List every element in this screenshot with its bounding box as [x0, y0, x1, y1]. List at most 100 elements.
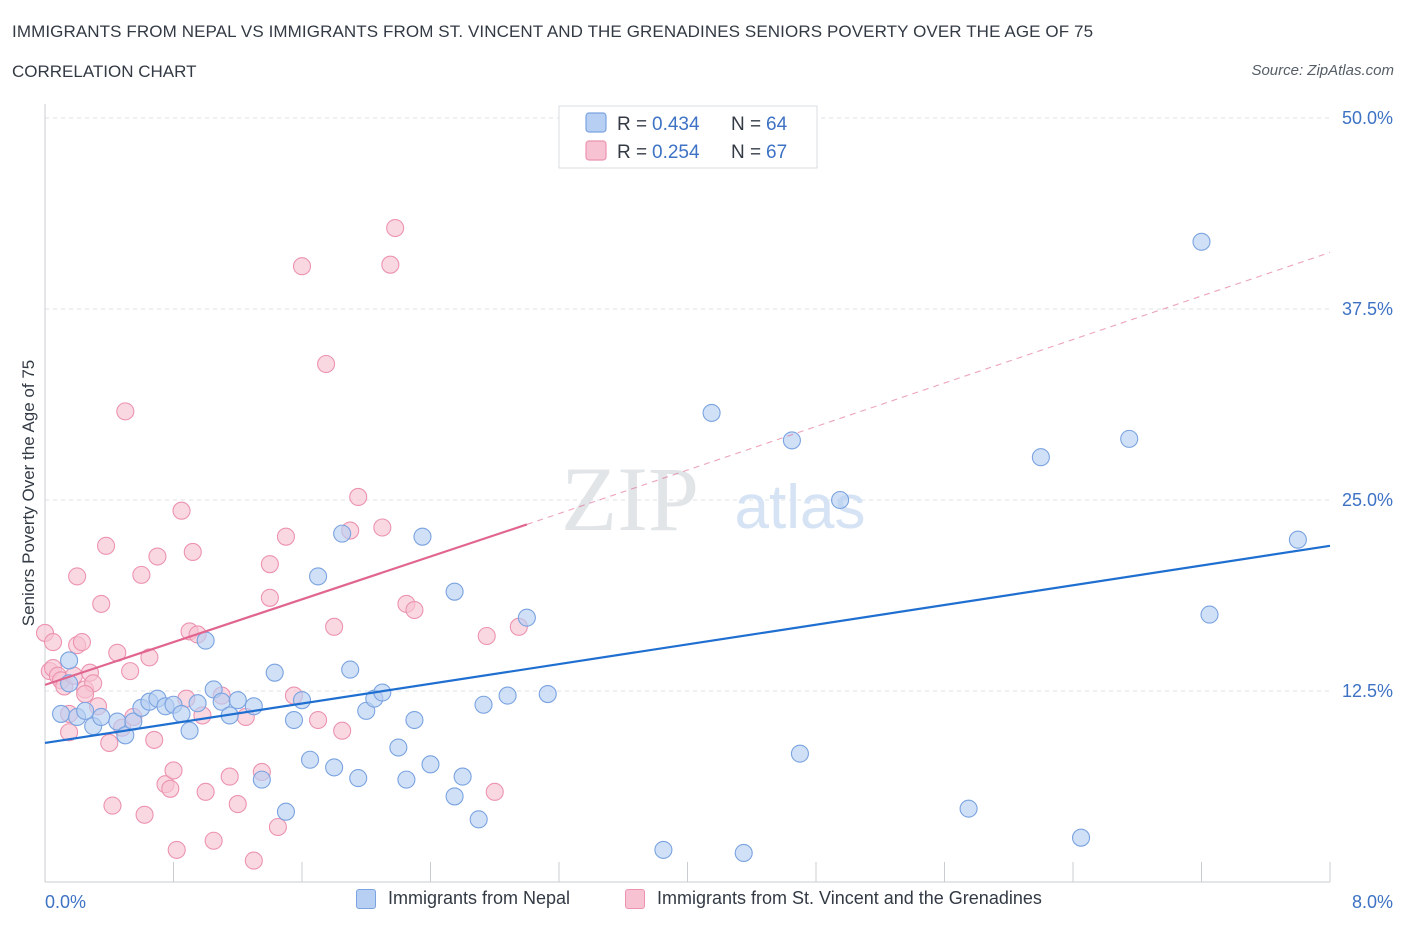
st-vincent-point-7 — [60, 723, 79, 742]
nepal-point-57 — [959, 799, 978, 818]
nepal-point-62 — [1200, 605, 1219, 624]
nepal-point-51 — [654, 840, 673, 859]
legend-r-label-st-vincent: R = — [617, 142, 647, 163]
nepal-point-40 — [405, 710, 424, 730]
nepal-point-50 — [538, 685, 557, 704]
y-tick-label-1: 25.0% — [1342, 490, 1393, 510]
legend-swatch-st-vincent — [585, 140, 607, 161]
st-vincent-point-18 — [92, 594, 111, 613]
nepal-point-25 — [265, 663, 284, 682]
nepal-point-26 — [276, 802, 295, 821]
nepal-point-22 — [228, 691, 247, 710]
nepal-point-48 — [498, 686, 517, 705]
st-vincent-point-12 — [72, 633, 91, 652]
y-tick-label-3: 50.0% — [1342, 108, 1393, 128]
st-vincent-point-16 — [76, 685, 95, 704]
nepal-point-42 — [421, 755, 440, 774]
legend-item-nepal[interactable]: Immigrants from Nepal — [356, 888, 570, 909]
st-vincent-point-28 — [135, 805, 154, 824]
chart-title: IMMIGRANTS FROM NEPAL VS IMMIGRANTS FROM… — [12, 22, 1094, 41]
nepal-point-63 — [1288, 530, 1307, 549]
nepal-point-52 — [702, 403, 721, 422]
st-vincent-point-35 — [167, 840, 186, 859]
st-vincent-point-52 — [268, 817, 287, 837]
st-vincent-point-53 — [276, 527, 295, 546]
nepal-point-2 — [60, 651, 79, 670]
nepal-point-30 — [300, 750, 320, 769]
source-note: Source: ZipAtlas.com — [1251, 62, 1394, 79]
st-vincent-point-46 — [228, 795, 247, 814]
chart-subtitle: CORRELATION CHART — [12, 62, 197, 81]
st-vincent-point-25 — [121, 662, 140, 681]
st-vincent-point-63 — [381, 255, 400, 274]
nepal-point-29 — [309, 567, 328, 586]
nepal-point-17 — [188, 694, 207, 713]
x-tick-label-min: 0.0% — [45, 892, 86, 912]
st-vincent-point-30 — [145, 730, 164, 749]
nepal-point-38 — [389, 738, 408, 757]
nepal-point-16 — [180, 721, 199, 740]
nepal-point-49 — [517, 608, 536, 627]
nepal-point-27 — [284, 710, 304, 730]
nepal-point-56 — [831, 490, 850, 510]
st-vincent-point-66 — [405, 600, 424, 620]
legend-label-nepal: Immigrants from Nepal — [388, 888, 571, 908]
watermark: ZIP atlas — [561, 448, 865, 550]
points-nepal — [52, 232, 1307, 863]
y-tick-labels: 12.5% 25.0% 37.5% 50.0% — [1342, 108, 1393, 701]
st-vincent-point-20 — [100, 733, 119, 753]
st-vincent-point-34 — [164, 761, 183, 780]
nepal-point-61 — [1192, 232, 1211, 251]
st-vincent-point-42 — [196, 782, 215, 801]
st-vincent-point-50 — [260, 588, 279, 607]
legend-swatch-st-vincent-bottom — [625, 888, 645, 909]
grid-lines — [45, 117, 1330, 692]
trend-line-0 — [44, 544, 1331, 745]
st-vincent-point-48 — [244, 851, 263, 870]
points-st-vincent — [35, 218, 528, 870]
legend-n-label-nepal: N = — [731, 114, 761, 135]
st-vincent-point-39 — [183, 542, 202, 562]
x-tick-label-max: 8.0% — [1352, 892, 1393, 912]
nepal-point-0 — [52, 704, 71, 723]
nepal-point-58 — [1031, 448, 1050, 467]
st-vincent-point-31 — [148, 547, 167, 566]
st-vincent-point-2 — [43, 633, 63, 652]
st-vincent-point-58 — [325, 617, 344, 636]
st-vincent-point-36 — [172, 501, 191, 520]
legend-label-st-vincent: Immigrants from St. Vincent and the Gren… — [657, 888, 1042, 908]
st-vincent-point-27 — [132, 565, 151, 584]
st-vincent-point-57 — [317, 354, 336, 374]
nepal-point-55 — [790, 744, 809, 763]
legend-n-label-st-vincent: N = — [731, 142, 761, 163]
correlation-legend: R = 0.434 N = 64 R = 0.254 N = 67 — [558, 105, 818, 169]
nepal-point-59 — [1071, 828, 1091, 847]
watermark-zip: ZIP — [561, 448, 699, 550]
legend-swatch-nepal-bottom — [356, 888, 376, 909]
watermark-atlas: atlas — [735, 473, 866, 542]
nepal-point-45 — [453, 767, 472, 786]
nepal-point-18 — [196, 631, 215, 650]
nepal-point-41 — [413, 527, 432, 546]
legend-r-label-nepal: R = — [617, 114, 647, 135]
st-vincent-point-51 — [260, 555, 279, 574]
st-vincent-point-55 — [292, 257, 312, 276]
y-axis-label: Seniors Poverty Over the Age of 75 — [19, 360, 38, 626]
st-vincent-point-33 — [161, 779, 180, 798]
nepal-point-15 — [172, 704, 191, 723]
nepal-point-43 — [445, 582, 464, 601]
st-vincent-point-21 — [103, 796, 122, 815]
trend-line-extension-1 — [526, 251, 1331, 525]
st-vincent-point-67 — [477, 626, 496, 646]
x-tick-labels: 0.0% 8.0% — [45, 892, 1393, 912]
st-vincent-point-68 — [485, 782, 504, 801]
nepal-point-47 — [474, 695, 493, 714]
st-vincent-point-62 — [373, 518, 392, 537]
legend-swatch-nepal — [585, 112, 607, 133]
nepal-point-24 — [252, 770, 271, 789]
nepal-point-32 — [333, 524, 352, 543]
legend-n-value-nepal: 64 — [766, 114, 788, 135]
nepal-point-31 — [325, 758, 344, 777]
legend-item-st-vincent[interactable]: Immigrants from St. Vincent and the Gren… — [625, 888, 1042, 909]
